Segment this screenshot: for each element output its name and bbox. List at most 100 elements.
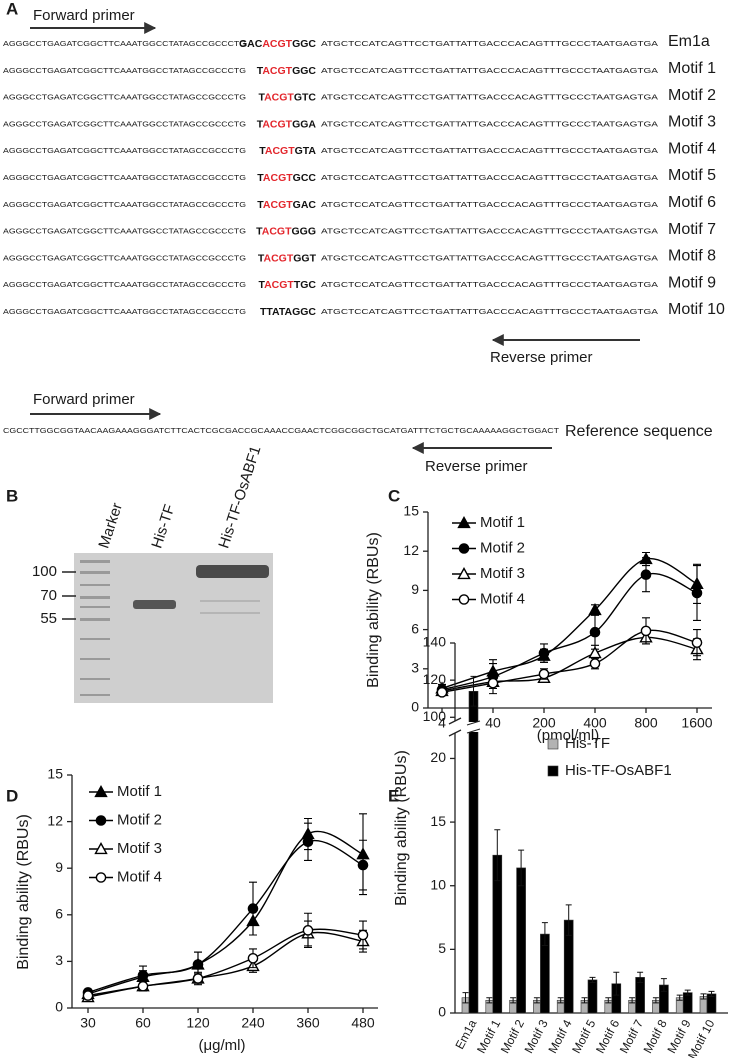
row-label: Motif 4 — [668, 140, 716, 157]
y-tick-label: 12 — [403, 542, 419, 558]
legend-marker — [458, 543, 470, 554]
sequence-right: ATGCTCCATCAGTTCCTGATTATTGACCCACAGTTTGCCC… — [321, 39, 658, 48]
marker — [487, 677, 499, 689]
row-label: Motif 5 — [668, 167, 716, 184]
core-segment: T — [257, 65, 264, 77]
legend-marker — [95, 872, 107, 883]
error-bar — [541, 922, 548, 947]
sequence-left: AGGGCCTGAGATCGGCTTCAAATGGCCTATAGCCGCCCTG — [3, 39, 246, 48]
legend-marker — [94, 785, 108, 798]
sequence-left: AGGGCCTGAGATCGGCTTCAAATGGCCTATAGCCGCCCTG — [3, 227, 246, 236]
panel-letter: C — [388, 486, 400, 505]
y-tick-label: 9 — [55, 859, 63, 875]
legend-swatch — [547, 765, 559, 777]
primer-label: Forward primer — [33, 7, 135, 24]
y-tick-label: 15 — [47, 766, 63, 782]
primer-label: Reverse primer — [490, 349, 593, 366]
x-tick-label: 480 — [351, 1015, 375, 1031]
x-tick-label: 400 — [583, 715, 607, 731]
row-label: Motif 2 — [668, 87, 716, 104]
core-segment: TGC — [294, 279, 317, 291]
marker — [538, 647, 550, 659]
sequence-right: ATGCTCCATCAGTTCCTGATTATTGACCCACAGTTTGCCC… — [321, 200, 658, 209]
core-segment: T — [258, 91, 265, 103]
sequence-core: TACGTGAC — [257, 199, 316, 211]
reference-sequence: CGCCTTGGCGGTAACAAGAAAGGGATCTTCACTCGCGACC… — [3, 428, 560, 435]
marker — [357, 859, 369, 871]
core-segment: GGA — [292, 118, 316, 130]
x-tick-label: 240 — [241, 1015, 265, 1031]
marker — [192, 973, 204, 984]
axis-break — [448, 717, 462, 737]
marker — [137, 970, 149, 981]
x-tick-label: 800 — [634, 715, 658, 731]
core-segment: GTA — [295, 145, 317, 157]
y-tick-label: 3 — [411, 660, 419, 676]
gel-band — [200, 612, 260, 614]
gel-band — [200, 600, 260, 602]
error-bar — [660, 978, 667, 992]
y-tick-label: 120 — [423, 671, 447, 687]
sequence-left: AGGGCCTGAGATCGGCTTCAAATGGCCTATAGCCGCCCTG — [3, 200, 246, 209]
core-segment: T — [259, 145, 266, 157]
core-segment: GAC — [239, 38, 263, 50]
gel-band — [196, 565, 269, 578]
panel-letter: E — [388, 786, 399, 805]
error-bar — [637, 971, 644, 983]
core-segment: ACGT — [262, 38, 292, 50]
primer-label: Reverse primer — [425, 458, 528, 475]
row-label: Motif 1 — [668, 60, 716, 77]
y-tick-label: 140 — [423, 634, 447, 650]
core-segment: GGC — [292, 65, 316, 77]
marker — [302, 925, 314, 936]
size-label: 70 — [40, 587, 57, 604]
series-line — [87, 931, 364, 998]
marker — [589, 658, 601, 669]
sequence-right: ATGCTCCATCAGTTCCTGATTATTGACCCACAGTTTGCCC… — [321, 146, 658, 155]
y-tick-label: 6 — [411, 620, 419, 636]
error-bar — [700, 993, 707, 1000]
panel-letter: B — [6, 486, 18, 505]
marker — [588, 646, 602, 659]
size-label: 55 — [40, 610, 57, 627]
marker — [691, 587, 703, 599]
core-segment: GCC — [293, 172, 317, 184]
y-tick-label: 9 — [411, 581, 419, 597]
y-axis-label: Binding ability (RBUs) — [393, 750, 410, 906]
marker — [192, 959, 204, 970]
sequence-right: ATGCTCCATCAGTTCCTGATTATTGACCCACAGTTTGCCC… — [321, 227, 658, 236]
y-tick-label: 3 — [55, 952, 63, 968]
sequence-right: ATGCTCCATCAGTTCCTGATTATTGACCCACAGTTTGCCC… — [321, 173, 658, 182]
sequence-right: ATGCTCCATCAGTTCCTGATTATTGACCCACAGTTTGCCC… — [321, 93, 658, 102]
marker — [137, 980, 149, 992]
series-line — [441, 629, 698, 694]
sequence-left: AGGGCCTGAGATCGGCTTCAAATGGCCTATAGCCGCCCTG — [3, 307, 246, 316]
core-segment: T — [258, 252, 265, 264]
core-segment: TTATAGGC — [260, 306, 316, 318]
error-bar — [462, 992, 469, 1004]
x-tick-label: 30 — [80, 1015, 96, 1031]
core-segment: ACGT — [264, 252, 294, 264]
core-segment: GGC — [292, 38, 316, 50]
core-segment: ACGT — [262, 118, 292, 130]
legend-label: Motif 4 — [117, 868, 162, 885]
legend-marker — [457, 567, 471, 580]
sequence-right: ATGCTCCATCAGTTCCTGATTATTGACCCACAGTTTGCCC… — [321, 119, 658, 128]
sequence-right: ATGCTCCATCAGTTCCTGATTATTGACCCACAGTTTGCCC… — [321, 66, 658, 75]
legend-label: His-TF-OsABF1 — [565, 762, 672, 779]
sequence-left: AGGGCCTGAGATCGGCTTCAAATGGCCTATAGCCGCCCTG — [3, 66, 246, 75]
core-segment: T — [257, 118, 264, 130]
error-bar — [629, 997, 636, 1004]
core-segment: GTC — [294, 91, 317, 103]
bar-break — [467, 722, 480, 732]
core-segment: ACGT — [262, 225, 292, 237]
x-tick-label: 1600 — [681, 715, 712, 731]
error-bar — [533, 997, 540, 1004]
row-label: Em1a — [668, 33, 710, 50]
sequence-core: TTATAGGC — [260, 306, 316, 318]
sequence-left: AGGGCCTGAGATCGGCTTCAAATGGCCTATAGCCGCCCTG — [3, 119, 246, 128]
sequence-core: GACACGTGGC — [239, 38, 316, 50]
size-label: 100 — [32, 563, 57, 580]
core-segment: GGG — [291, 225, 316, 237]
